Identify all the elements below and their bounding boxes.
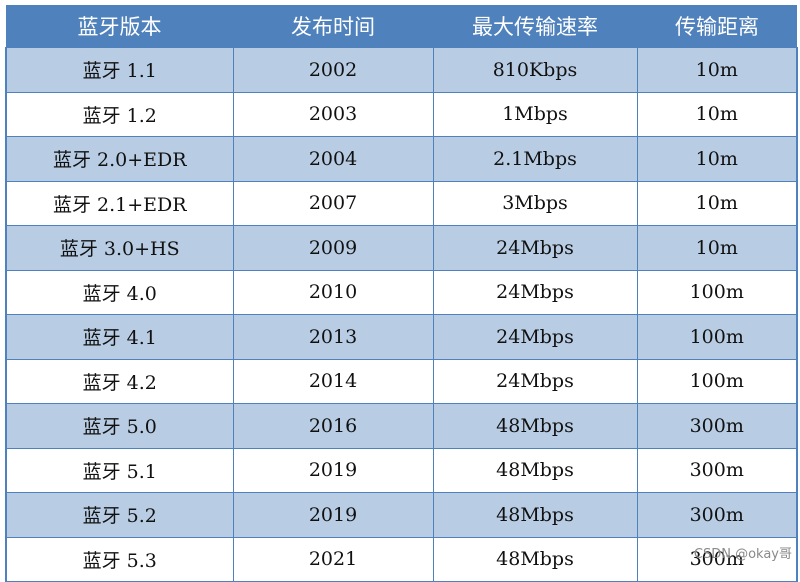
cell-version: 蓝牙 5.1	[5, 447, 234, 493]
cell-release-year: 2004	[232, 136, 434, 182]
cell-max-rate: 48Mbps	[432, 403, 638, 449]
table-row: 蓝牙 2.0+EDR 2004 2.1Mbps 10m	[5, 136, 798, 182]
cell-max-rate: 24Mbps	[432, 225, 638, 271]
cell-range: 10m	[636, 47, 798, 93]
header-version: 蓝牙版本	[6, 5, 233, 48]
cell-version: 蓝牙 4.1	[5, 314, 234, 360]
cell-release-year: 2007	[232, 180, 434, 226]
cell-range: 300m	[636, 447, 798, 493]
cell-range: 300m	[636, 403, 798, 449]
header-release-year: 发布时间	[233, 5, 433, 48]
cell-max-rate: 3Mbps	[432, 180, 638, 226]
cell-release-year: 2009	[232, 225, 434, 271]
cell-release-year: 2013	[232, 314, 434, 360]
table-row: 蓝牙 4.2 2014 24Mbps 100m	[5, 358, 798, 404]
cell-version: 蓝牙 2.1+EDR	[5, 180, 234, 226]
cell-version: 蓝牙 2.0+EDR	[5, 136, 234, 182]
cell-range: 100m	[636, 269, 798, 315]
cell-max-rate: 48Mbps	[432, 536, 638, 582]
cell-range: 10m	[636, 136, 798, 182]
table-row: 蓝牙 5.0 2016 48Mbps 300m	[5, 403, 798, 449]
cell-range: 10m	[636, 225, 798, 271]
cell-max-rate: 2.1Mbps	[432, 136, 638, 182]
cell-version: 蓝牙 4.2	[5, 358, 234, 404]
table-header-row: 蓝牙版本 发布时间 最大传输速率 传输距离	[6, 5, 797, 48]
cell-max-rate: 24Mbps	[432, 269, 638, 315]
cell-version: 蓝牙 3.0+HS	[5, 225, 234, 271]
header-range: 传输距离	[637, 5, 797, 48]
table-row: 蓝牙 5.1 2019 48Mbps 300m	[5, 447, 798, 493]
cell-release-year: 2003	[232, 91, 434, 137]
cell-max-rate: 24Mbps	[432, 314, 638, 360]
table-row: 蓝牙 1.1 2002 810Kbps 10m	[5, 47, 798, 93]
cell-release-year: 2019	[232, 492, 434, 538]
cell-max-rate: 1Mbps	[432, 91, 638, 137]
cell-max-rate: 48Mbps	[432, 447, 638, 493]
cell-range: 100m	[636, 314, 798, 360]
table-row: 蓝牙 3.0+HS 2009 24Mbps 10m	[5, 225, 798, 271]
table-row: 蓝牙 2.1+EDR 2007 3Mbps 10m	[5, 180, 798, 226]
cell-version: 蓝牙 5.3	[5, 536, 234, 582]
cell-max-rate: 810Kbps	[432, 47, 638, 93]
cell-version: 蓝牙 1.1	[5, 47, 234, 93]
cell-release-year: 2014	[232, 358, 434, 404]
cell-version: 蓝牙 5.2	[5, 492, 234, 538]
cell-release-year: 2010	[232, 269, 434, 315]
watermark: CSDN @okay哥	[693, 547, 792, 562]
cell-version: 蓝牙 1.2	[5, 91, 234, 137]
table-row: 蓝牙 1.2 2003 1Mbps 10m	[5, 91, 798, 137]
cell-version: 蓝牙 4.0	[5, 269, 234, 315]
header-max-rate: 最大传输速率	[433, 5, 637, 48]
cell-max-rate: 24Mbps	[432, 358, 638, 404]
cell-range: 100m	[636, 358, 798, 404]
cell-release-year: 2016	[232, 403, 434, 449]
table-row: 蓝牙 5.3 2021 48Mbps 300m	[5, 536, 798, 582]
bluetooth-versions-table: 蓝牙版本 发布时间 最大传输速率 传输距离 蓝牙 1.1 2002 810Kbps 1…	[5, 5, 798, 582]
cell-max-rate: 48Mbps	[432, 492, 638, 538]
cell-version: 蓝牙 5.0	[5, 403, 234, 449]
table-row: 蓝牙 4.0 2010 24Mbps 100m	[5, 269, 798, 315]
cell-release-year: 2019	[232, 447, 434, 493]
cell-release-year: 2002	[232, 47, 434, 93]
cell-release-year: 2021	[232, 536, 434, 582]
table-row: 蓝牙 5.2 2019 48Mbps 300m	[5, 492, 798, 538]
cell-range: 300m	[636, 492, 798, 538]
cell-range: 10m	[636, 91, 798, 137]
cell-range: 10m	[636, 180, 798, 226]
table-row: 蓝牙 4.1 2013 24Mbps 100m	[5, 314, 798, 360]
